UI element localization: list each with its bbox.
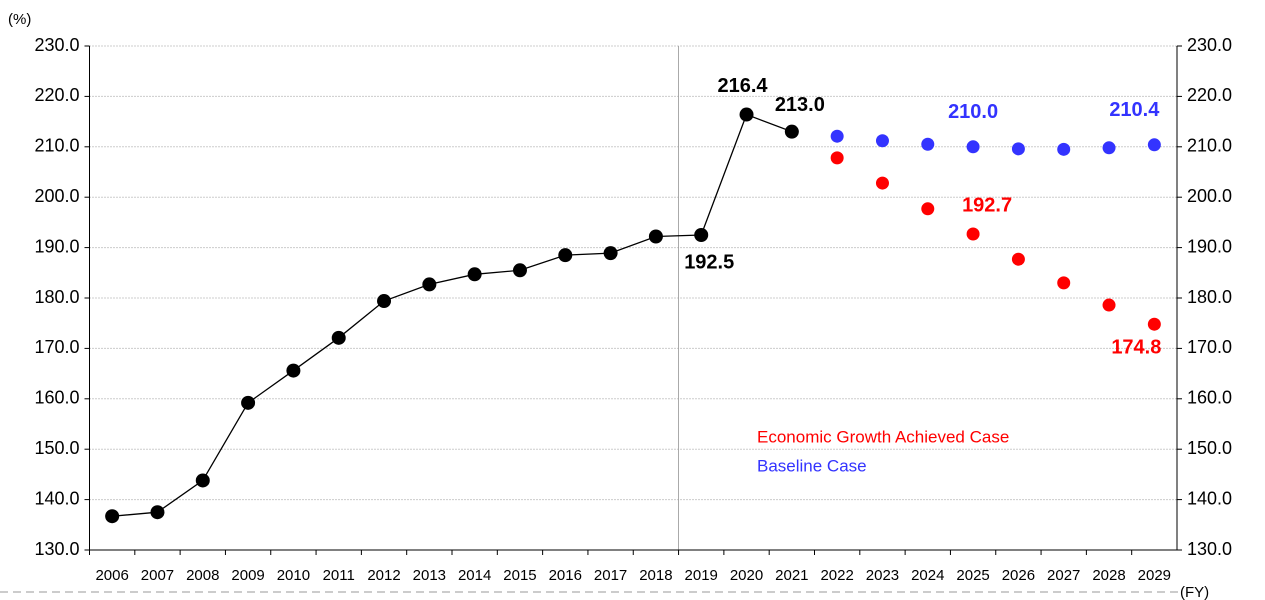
x-tick-label: 2019: [685, 567, 718, 584]
series-line: [112, 113, 793, 517]
x-tick-label: 2017: [594, 567, 627, 584]
x-tick-label: 2014: [458, 567, 491, 584]
marker: [694, 228, 709, 242]
x-tick-label: 2021: [775, 567, 808, 584]
x-tick-label: 2016: [549, 567, 582, 584]
x-tick-label: 2020: [730, 567, 763, 584]
marker: [1057, 276, 1071, 290]
marker: [241, 395, 256, 410]
marker: [1147, 138, 1161, 152]
y2-tick-label: 190.0: [1187, 236, 1232, 256]
marker: [512, 263, 527, 278]
y-tick-label: 190.0: [34, 236, 79, 256]
marker: [603, 246, 618, 261]
marker: [739, 107, 754, 122]
x-tick-label: 2015: [503, 567, 536, 584]
x-tick-label: 2028: [1092, 567, 1125, 584]
y2-tick-label: 170.0: [1187, 337, 1232, 357]
data-label: 192.7: [962, 194, 1012, 216]
marker: [105, 509, 120, 524]
x-tick-label: 2029: [1138, 567, 1171, 584]
y2-tick-label: 140.0: [1187, 488, 1232, 508]
marker: [467, 267, 482, 282]
x-tick-label: 2018: [639, 567, 672, 584]
marker: [921, 137, 935, 151]
marker: [1147, 317, 1161, 331]
marker: [377, 294, 392, 309]
y-tick-label: 140.0: [34, 488, 79, 508]
x-tick-label: 2024: [911, 567, 944, 584]
y2-tick-label: 180.0: [1187, 287, 1232, 307]
y2-tick-label: 200.0: [1187, 186, 1232, 206]
y-tick-label: 200.0: [34, 186, 79, 206]
marker: [784, 124, 799, 139]
x-tick-label: 2010: [277, 567, 310, 584]
x-tick-label: 2011: [323, 567, 355, 584]
x-tick-label: 2006: [95, 567, 128, 584]
marker: [875, 134, 889, 148]
y2-tick-label: 130.0: [1187, 539, 1232, 559]
y-tick-label: 220.0: [34, 85, 79, 105]
x-tick-label: 2013: [413, 567, 446, 584]
y-tick-label: 180.0: [34, 287, 79, 307]
x-tick-label: 2009: [231, 567, 264, 584]
marker: [331, 330, 346, 345]
data-label: 213.0: [775, 94, 825, 116]
marker: [1102, 141, 1116, 155]
x-tick-label: 2027: [1047, 567, 1080, 584]
marker: [422, 277, 437, 292]
x-tick-label: 2023: [866, 567, 899, 584]
marker: [1057, 142, 1071, 156]
data-label: 174.8: [1111, 336, 1161, 358]
y2-tick-label: 230.0: [1187, 35, 1232, 55]
x-tick-label: 2012: [367, 567, 400, 584]
x-tick-label: 2026: [1002, 567, 1035, 584]
y-axis-label: (%): [8, 11, 31, 28]
marker: [195, 473, 210, 488]
y2-tick-label: 150.0: [1187, 438, 1232, 458]
y-tick-label: 230.0: [34, 35, 79, 55]
marker: [921, 202, 935, 216]
marker: [966, 227, 980, 241]
legend-entry: Economic Growth Achieved Case: [757, 427, 1009, 446]
marker: [286, 363, 301, 378]
marker: [1102, 298, 1116, 312]
marker: [875, 176, 889, 190]
marker: [558, 248, 573, 263]
y2-tick-label: 160.0: [1187, 388, 1232, 408]
y2-tick-label: 220.0: [1187, 85, 1232, 105]
marker: [150, 505, 165, 520]
y-tick-label: 160.0: [34, 388, 79, 408]
marker: [648, 229, 663, 244]
x-tick-label: 2007: [141, 567, 174, 584]
marker: [830, 151, 844, 165]
y2-tick-label: 210.0: [1187, 136, 1232, 156]
x-tick-label: 2008: [186, 567, 219, 584]
data-label: 216.4: [718, 75, 769, 97]
marker: [1011, 252, 1025, 266]
x-axis-label: (FY): [1180, 584, 1209, 600]
marker: [1011, 142, 1025, 156]
x-tick-label: 2022: [820, 567, 853, 584]
y-tick-label: 150.0: [34, 438, 79, 458]
x-tick-label: 2025: [956, 567, 989, 584]
data-label: 210.0: [948, 101, 998, 123]
legend-entry: Baseline Case: [757, 456, 867, 475]
y-tick-label: 170.0: [34, 337, 79, 357]
marker: [966, 140, 980, 154]
data-label: 210.4: [1109, 99, 1160, 121]
marker: [830, 129, 844, 143]
y-tick-label: 130.0: [34, 539, 79, 559]
data-label: 192.5: [684, 251, 734, 273]
y-tick-label: 210.0: [34, 136, 79, 156]
